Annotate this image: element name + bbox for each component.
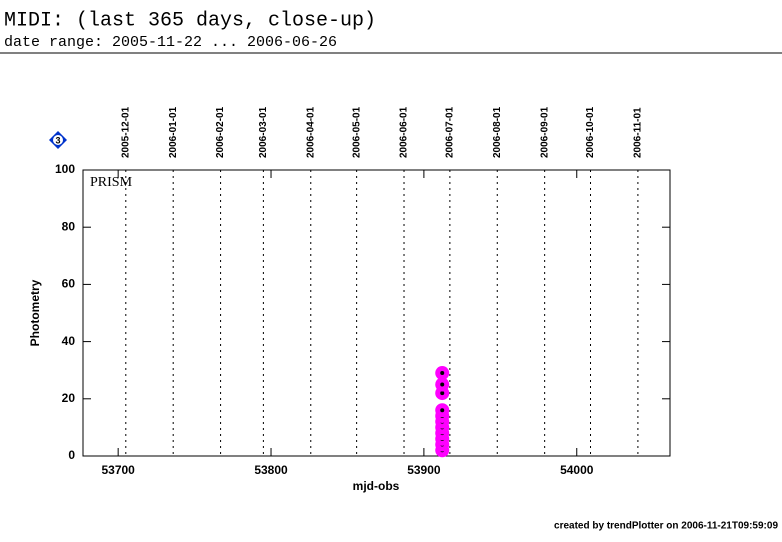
y-tick-label: 0 (68, 448, 75, 462)
y-tick-label: 40 (62, 334, 76, 348)
x-tick-label: 54000 (560, 463, 594, 477)
y-axis-label: Photometry (28, 279, 42, 346)
chart-subtitle: date range: 2005-11-22 ... 2006-06-26 (4, 34, 337, 51)
plot-frame (82, 169, 671, 457)
y-tick-label: 100 (55, 162, 75, 176)
legend-label: PRISM (90, 175, 133, 190)
date-label: 2005-12-01 (120, 106, 131, 158)
date-label: 2006-03-01 (258, 106, 269, 158)
y-tick-label: 20 (62, 391, 76, 405)
footer: created by trendPlotter on 2006-11-21T09… (554, 521, 778, 532)
point-center (440, 371, 445, 376)
date-label: 2006-10-01 (585, 106, 596, 158)
point-center (440, 391, 445, 396)
date-label: 2006-04-01 (305, 106, 316, 158)
date-label: 2006-11-01 (633, 107, 644, 158)
x-tick-label: 53700 (101, 463, 135, 477)
x-tick-label: 53900 (407, 463, 441, 477)
point-center (440, 382, 445, 387)
point-center (440, 408, 445, 413)
y-tick-label: 60 (62, 277, 76, 291)
y-tick-label: 80 (62, 219, 76, 233)
date-label: 2006-02-01 (215, 106, 226, 158)
x-axis-label: mjd-obs (353, 479, 400, 493)
date-label: 2006-08-01 (492, 106, 503, 158)
badge-icon-center (53, 135, 63, 145)
badge: 3 (55, 135, 60, 145)
date-label: 2006-06-01 (399, 106, 410, 158)
date-label: 2006-09-01 (539, 106, 550, 158)
x-tick-label: 53800 (254, 463, 288, 477)
date-label: 2006-01-01 (168, 106, 179, 158)
chart-title: MIDI: (last 365 days, close-up) (4, 9, 376, 32)
date-label: 2006-07-01 (445, 106, 456, 158)
date-label: 2006-05-01 (351, 106, 362, 158)
